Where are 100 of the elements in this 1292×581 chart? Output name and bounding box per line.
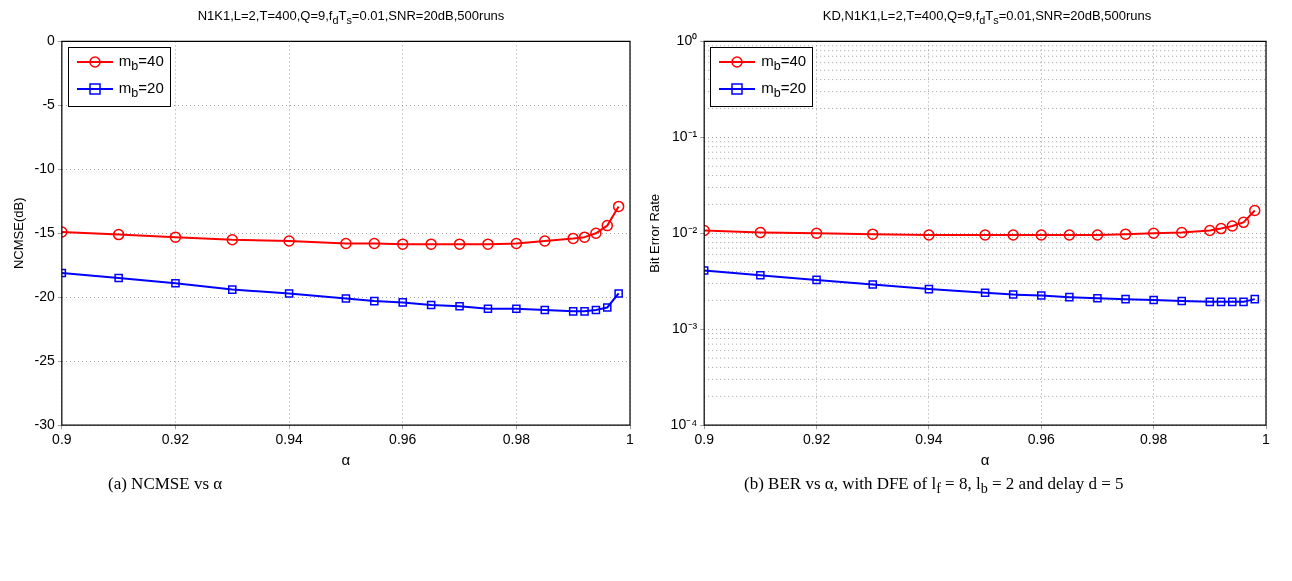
point [1149,295,1158,305]
x-tick-label: 0.98 [1140,431,1168,448]
x-tick-label: 0.9 [52,431,72,448]
point [866,228,879,240]
point [1091,229,1104,241]
point [398,298,408,307]
x-tick-label: 0.9 [694,431,715,448]
point [483,304,493,314]
point [601,219,614,232]
point [1035,229,1048,241]
point [112,228,125,241]
y-tick-label: 10⁻⁴ [670,416,698,433]
point [812,275,821,285]
legend-label: m$_{b}$=20 [118,79,164,101]
point [810,227,823,240]
point [1063,229,1076,241]
y-tick-label: -15 [34,224,56,241]
point [754,226,767,239]
point [1007,229,1019,241]
x-tick-label: 0.92 [802,431,831,448]
point [425,238,437,250]
point [568,307,578,316]
point [171,278,180,288]
x-axis-title: α [980,451,990,469]
point [482,238,494,250]
point [539,235,551,247]
point [1119,228,1132,240]
point [1237,216,1250,229]
y-axis-title: NCMSE(dB) [11,197,27,270]
point [226,233,239,246]
point [1239,297,1248,307]
point [1036,291,1046,300]
y-tick-label: 0 [47,32,56,49]
y-tick-label: 10⁻¹ [671,128,698,145]
point [1093,294,1102,303]
text: (a) NCMSE vs α [108,474,224,494]
point [580,307,589,316]
point [341,294,351,303]
point [1226,220,1239,232]
point [1228,297,1237,307]
point [979,229,991,241]
point [1204,224,1216,237]
point [114,273,123,283]
point [284,289,294,298]
point [283,235,295,247]
x-tick-label: 1 [1262,431,1271,448]
point [924,284,934,294]
point [510,237,523,250]
point [1065,292,1074,302]
point [567,232,579,245]
point [396,238,409,250]
text: (b) BER vs α, with DFE of l$_{f}$ = 8, l$_{b}$ = 2 and delay d = 5 [744,474,1125,498]
y-tick-label: 10⁻³ [671,320,698,337]
y-axis-title: Bit Error Rate [647,193,663,273]
legend-label: m$_{b}$=40 [118,52,164,74]
x-tick-label: 0.92 [161,431,190,448]
point [1147,227,1160,240]
point [756,271,765,280]
x-axis-title: α [341,451,351,469]
y-tick-label: -25 [34,352,56,369]
point [228,285,237,294]
point [590,227,602,240]
point [612,200,625,213]
x-tick-label: 1 [626,431,635,448]
point [540,305,550,315]
x-tick-label: 0.96 [1027,431,1056,448]
point [578,231,591,243]
point [1249,204,1261,217]
point [868,280,878,289]
point [1121,294,1130,304]
y-tick-label: -30 [34,416,56,433]
point [455,301,464,311]
point [426,300,436,310]
chart-title: N1K1,L=2,T=400,Q=9,f$_{d}$T$_{s}$=0.01,SNR=20dB,500runs [196,8,506,28]
x-tick-label: 0.94 [275,431,303,448]
y-tick-label: -5 [42,96,56,113]
point [1216,297,1226,307]
point [980,288,990,298]
point [512,304,521,314]
point [1008,290,1018,299]
point [453,238,466,250]
legend-label: m$_{b}$=40 [761,52,807,74]
point [1175,226,1188,239]
point [923,229,935,241]
point [1215,222,1227,235]
point [368,237,381,250]
point [591,305,601,315]
chart-title: KD,N1K1,L=2,T=400,Q=9,f$_{d}$T$_{s}$=0.01,SNR=20dB,500runs [821,8,1153,28]
y-tick-label: 10⁰ [676,32,698,49]
legend-label: m$_{b}$=20 [761,79,807,101]
point [1250,294,1260,304]
x-tick-label: 0.96 [389,431,417,448]
point [370,296,379,306]
y-tick-label: -20 [34,288,56,305]
x-tick-label: 0.94 [915,431,943,448]
point [1205,297,1215,307]
point [614,289,623,298]
x-tick-label: 0.98 [502,431,531,448]
y-tick-label: -10 [34,160,56,177]
point [340,237,352,250]
